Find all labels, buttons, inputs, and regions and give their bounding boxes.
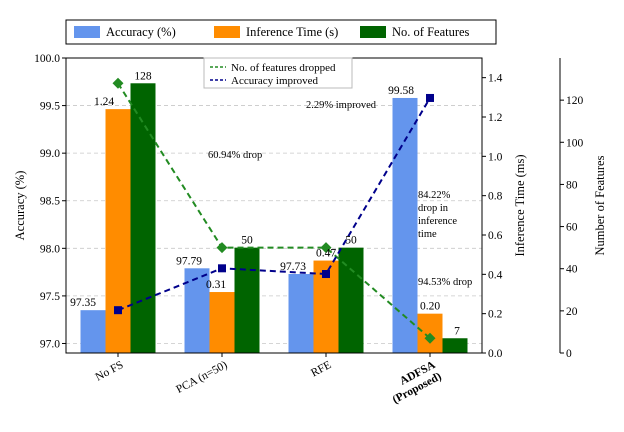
x-tick-label: PCA (n=50) xyxy=(174,359,229,396)
left-tick-label: 97.0 xyxy=(40,338,60,350)
middle-tick-label: 0.0 xyxy=(488,348,503,360)
bar xyxy=(288,274,314,353)
legend-swatch xyxy=(214,26,240,38)
annotation-line: 60.94% drop xyxy=(208,150,262,161)
bar xyxy=(209,292,235,353)
line-point xyxy=(114,306,122,315)
bar xyxy=(442,338,468,353)
legend-box xyxy=(65,19,497,45)
left-axis-title: Accuracy (%) xyxy=(13,171,27,241)
inner-legend-label: No. of features dropped xyxy=(231,62,336,74)
x-tick-label: RFE xyxy=(309,359,333,379)
left-tick-label: 98.5 xyxy=(40,196,60,208)
bar xyxy=(234,247,260,353)
bar-value-label: 97.79 xyxy=(176,255,202,267)
left-tick-label: 99.0 xyxy=(40,148,60,160)
legend: Accuracy (%) Inference Time (s) No. of Fea… xyxy=(65,19,497,45)
left-tick-label: 99.5 xyxy=(40,101,60,113)
middle-tick-label: 0.6 xyxy=(488,230,503,242)
middle-axis-title: Inference Time (ms) xyxy=(513,154,527,256)
annotation-line: time xyxy=(418,229,437,240)
line-point xyxy=(216,242,228,254)
bar-value-label: 97.35 xyxy=(70,297,96,309)
bar-value-label: 0.31 xyxy=(206,279,226,291)
right-tick-label: 40 xyxy=(566,264,578,276)
bar xyxy=(80,310,106,353)
legend-label: Accuracy (%) xyxy=(106,25,176,39)
bar-value-label: 0.47 xyxy=(316,248,336,260)
annotation: 84.22% drop in inference time xyxy=(418,190,457,240)
middle-tick-label: 1.0 xyxy=(488,151,503,163)
annotation: 94.53% drop xyxy=(418,277,472,288)
bar xyxy=(105,109,131,353)
right-tick-label: 80 xyxy=(566,179,578,191)
legend-label: No. of Features xyxy=(392,25,470,39)
middle-tick-label: 1.2 xyxy=(488,112,503,124)
x-tick-label-line: RFE xyxy=(309,359,333,379)
legend-swatch xyxy=(360,26,386,38)
inner-legend-box xyxy=(203,57,353,89)
middle-tick-label: 0.2 xyxy=(488,309,503,321)
annotation: 2.29% improved xyxy=(306,100,377,111)
right-axis-title: Number of Features xyxy=(593,155,607,255)
line-point xyxy=(424,332,436,344)
middle-tick-label: 0.4 xyxy=(488,269,503,281)
legend-label: Inference Time (s) xyxy=(246,25,338,39)
right-tick-label: 0 xyxy=(566,348,572,360)
annotation-line: 2.29% improved xyxy=(306,100,377,111)
line-point xyxy=(218,264,226,273)
annotation: 60.94% drop xyxy=(208,150,262,161)
annotation-line: 84.22% xyxy=(418,190,451,201)
middle-tick-label: 1.4 xyxy=(488,73,503,85)
x-tick-label-line: No FS xyxy=(94,359,126,384)
x-tick-label: No FS xyxy=(94,359,126,384)
right-tick-label: 60 xyxy=(566,222,578,234)
bar-value-label: 50 xyxy=(241,235,253,247)
trend-lines xyxy=(112,77,436,344)
bar-value-label: 128 xyxy=(134,70,152,82)
annotation-line: inference xyxy=(418,216,457,227)
legend-swatch xyxy=(74,26,100,38)
left-tick-label: 97.5 xyxy=(40,291,60,303)
x-tick-label: ADFSA(Proposed) xyxy=(385,359,445,406)
right-tick-label: 20 xyxy=(566,306,578,318)
left-tick-label: 98.0 xyxy=(40,243,60,255)
bar-value-label: 50 xyxy=(345,235,357,247)
line-point xyxy=(426,93,434,102)
bar-value-label: 0.20 xyxy=(420,301,440,313)
right-tick-label: 100 xyxy=(566,137,584,149)
x-tick-label-line: PCA (n=50) xyxy=(174,359,229,396)
bar xyxy=(392,97,418,353)
bar xyxy=(338,247,364,353)
inner-legend-label: Accuracy improved xyxy=(231,75,319,87)
line-point xyxy=(322,270,330,279)
bar-value-label: 7 xyxy=(454,325,460,337)
bar-value-label: 1.24 xyxy=(94,96,114,108)
annotation-line: drop in xyxy=(418,203,449,214)
data-labels: 97.35 97.79 97.73 99.58 1.24 0.31 0.47 0.20 128 5… xyxy=(70,70,460,337)
line-point xyxy=(112,77,124,89)
middle-tick-label: 0.8 xyxy=(488,191,503,203)
right-tick-label: 120 xyxy=(566,95,584,107)
bar-value-label: 97.73 xyxy=(280,261,306,273)
line-point xyxy=(320,242,332,254)
trend-line xyxy=(117,82,431,340)
left-tick-label: 100.0 xyxy=(34,53,60,65)
trend-line xyxy=(117,97,431,312)
bar xyxy=(130,83,156,354)
bar-value-label: 99.58 xyxy=(388,85,414,97)
annotations: 60.94% drop 2.29% improved 84.22% drop in in… xyxy=(208,100,472,288)
bars xyxy=(80,83,468,354)
annotation-line: 94.53% drop xyxy=(418,277,472,288)
